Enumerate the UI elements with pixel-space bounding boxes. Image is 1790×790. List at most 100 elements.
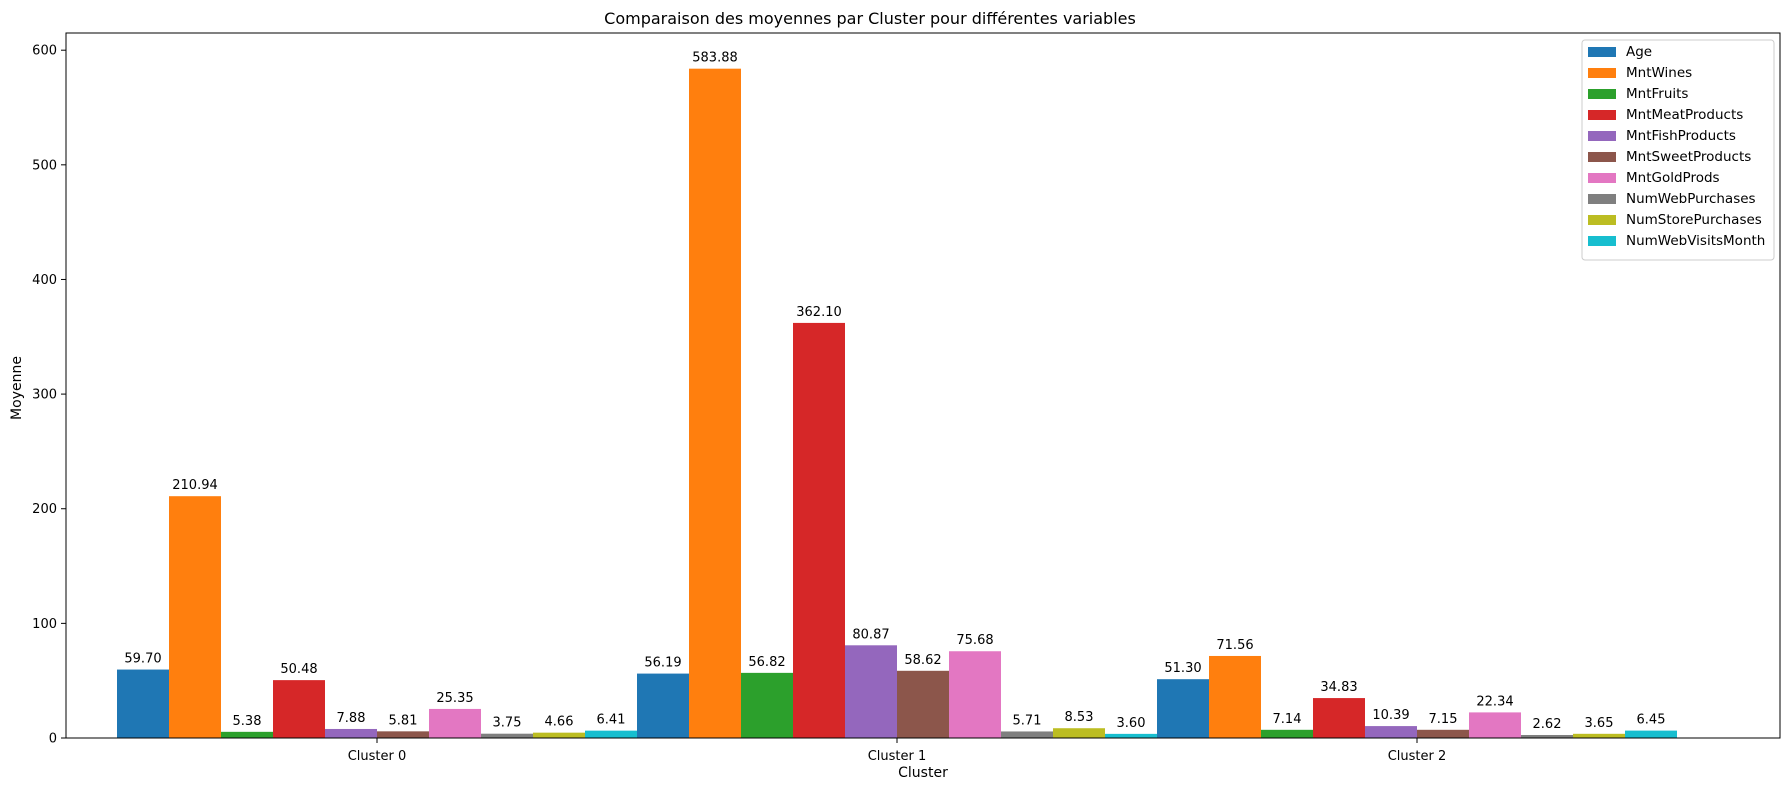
plot-frame — [65, 32, 1781, 739]
x-tick-label: Cluster 2 — [1388, 749, 1447, 764]
data-label: 56.19 — [644, 656, 681, 671]
bar-NumWebPurchases-cluster-1 — [1001, 731, 1053, 738]
legend-entry: MntFishProducts — [1626, 128, 1736, 144]
legend-swatch — [1588, 173, 1616, 183]
legend-entry: NumWebVisitsMonth — [1626, 233, 1765, 249]
bar-NumWebVisitsMonth-cluster-0 — [585, 730, 637, 738]
data-label: 58.62 — [904, 653, 941, 668]
data-label: 56.82 — [748, 655, 785, 670]
bar-NumWebVisitsMonth-cluster-2 — [1625, 730, 1677, 738]
bars-layer — [117, 68, 1677, 739]
x-tick-label: Cluster 0 — [348, 749, 407, 764]
data-label: 50.48 — [280, 662, 317, 677]
bar-MntFishProducts-cluster-0 — [325, 728, 377, 738]
data-label: 5.38 — [233, 714, 262, 729]
bar-Age-cluster-1 — [637, 673, 689, 738]
bar-MntGoldProds-cluster-2 — [1469, 712, 1521, 738]
y-tick-label: 100 — [32, 617, 57, 632]
data-label: 7.14 — [1273, 712, 1302, 727]
legend: Age MntWines MntFruits MntMeatProducts MntFi… — [1581, 39, 1775, 261]
bar-NumWebPurchases-cluster-2 — [1521, 734, 1573, 738]
data-label: 210.94 — [172, 478, 218, 493]
data-label: 22.34 — [1476, 694, 1513, 709]
bar-MntSweetProducts-cluster-2 — [1417, 729, 1469, 738]
data-label: 6.45 — [1637, 713, 1666, 728]
data-label: 80.87 — [852, 627, 889, 642]
legend-swatch — [1588, 194, 1616, 204]
legend-entry: MntSweetProducts — [1626, 149, 1751, 165]
legend-entry: MntWines — [1626, 65, 1692, 81]
bar-MntMeatProducts-cluster-1 — [793, 322, 845, 738]
data-label: 6.41 — [597, 713, 626, 728]
legend-swatch — [1588, 68, 1616, 78]
bar-MntSweetProducts-cluster-0 — [377, 731, 429, 738]
data-labels-layer: 59.70 56.19 51.30 210.94 583.88 71.56 5.38 56.8… — [124, 51, 1665, 732]
bar-NumStorePurchases-cluster-2 — [1573, 733, 1625, 738]
data-label: 51.30 — [1164, 661, 1201, 676]
legend-entry: NumStorePurchases — [1626, 212, 1762, 228]
data-label: 5.81 — [389, 713, 418, 728]
legend-entry: NumWebPurchases — [1626, 191, 1756, 207]
data-label: 3.65 — [1585, 716, 1614, 731]
legend-swatch — [1588, 215, 1616, 225]
data-label: 8.53 — [1065, 710, 1094, 725]
legend-entry: MntFruits — [1626, 86, 1688, 102]
bar-NumWebVisitsMonth-cluster-1 — [1105, 733, 1157, 738]
legend-swatch — [1588, 152, 1616, 162]
y-tick-label: 400 — [32, 273, 57, 288]
bar-MntFishProducts-cluster-2 — [1365, 726, 1417, 738]
data-label: 362.10 — [796, 305, 842, 320]
data-label: 5.71 — [1013, 713, 1042, 728]
data-label: 25.35 — [436, 691, 473, 706]
bar-MntFruits-cluster-0 — [221, 731, 273, 738]
legend-swatch — [1588, 110, 1616, 120]
data-label: 75.68 — [956, 633, 993, 648]
bar-MntWines-cluster-1 — [689, 68, 741, 739]
legend-entry: MntMeatProducts — [1626, 107, 1743, 123]
legend-swatch — [1588, 47, 1616, 57]
bar-MntMeatProducts-cluster-0 — [273, 680, 325, 738]
y-tick-label: 300 — [32, 388, 57, 403]
data-label: 71.56 — [1216, 638, 1253, 653]
y-axis-label: Moyenne — [9, 356, 25, 420]
bar-NumStorePurchases-cluster-0 — [533, 732, 585, 738]
bar-MntSweetProducts-cluster-1 — [897, 670, 949, 738]
data-label: 583.88 — [692, 51, 738, 66]
data-label: 59.70 — [124, 652, 161, 667]
bar-MntWines-cluster-2 — [1209, 655, 1261, 738]
legend-entry: MntGoldProds — [1626, 170, 1720, 186]
bar-MntFruits-cluster-2 — [1261, 729, 1313, 738]
x-axis-label: Cluster — [898, 765, 948, 781]
data-label: 2.62 — [1533, 717, 1562, 732]
bar-MntWines-cluster-0 — [169, 496, 221, 738]
bar-Age-cluster-2 — [1157, 679, 1209, 738]
data-label: 34.83 — [1320, 680, 1357, 695]
bar-MntGoldProds-cluster-0 — [429, 708, 481, 738]
legend-swatch — [1588, 131, 1616, 141]
data-label: 7.15 — [1429, 712, 1458, 727]
data-label: 10.39 — [1372, 708, 1409, 723]
legend-swatch — [1588, 236, 1616, 246]
x-tick-label: Cluster 1 — [868, 749, 927, 764]
legend-swatch — [1588, 89, 1616, 99]
legend-box — [1581, 39, 1775, 261]
chart-title: Comparaison des moyennes par Cluster pou… — [604, 9, 1136, 28]
y-tick-label: 0 — [49, 732, 57, 747]
data-label: 4.66 — [545, 715, 574, 730]
bar-Age-cluster-0 — [117, 669, 169, 738]
bar-MntGoldProds-cluster-1 — [949, 651, 1001, 738]
y-tick-label: 200 — [32, 502, 57, 517]
bar-MntFruits-cluster-1 — [741, 672, 793, 738]
y-tick-label: 600 — [32, 44, 57, 59]
data-label: 7.88 — [337, 711, 366, 726]
data-label: 3.60 — [1117, 716, 1146, 731]
bar-MntMeatProducts-cluster-2 — [1313, 698, 1365, 738]
y-tick-label: 500 — [32, 158, 57, 173]
data-label: 3.75 — [493, 716, 522, 731]
y-axis: 0 100 200 300 400 500 600 — [32, 44, 66, 747]
bar-NumWebPurchases-cluster-0 — [481, 733, 533, 738]
legend-entry: Age — [1626, 44, 1652, 60]
x-axis: Cluster 0 Cluster 1 Cluster 2 — [348, 738, 1447, 764]
bar-NumStorePurchases-cluster-1 — [1053, 728, 1105, 738]
